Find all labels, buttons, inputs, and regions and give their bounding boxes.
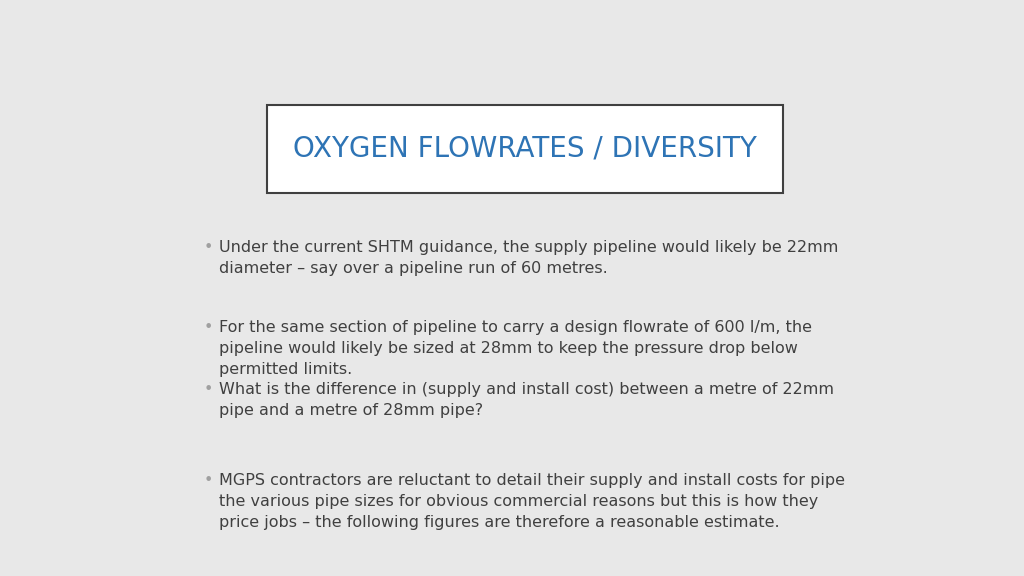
Text: •: • bbox=[204, 382, 213, 397]
FancyBboxPatch shape bbox=[267, 105, 782, 194]
Text: For the same section of pipeline to carry a design flowrate of 600 l/m, the
pipe: For the same section of pipeline to carr… bbox=[219, 320, 812, 377]
Text: •: • bbox=[204, 240, 213, 255]
Text: Under the current SHTM guidance, the supply pipeline would likely be 22mm
diamet: Under the current SHTM guidance, the sup… bbox=[219, 240, 839, 276]
Text: MGPS contractors are reluctant to detail their supply and install costs for pipe: MGPS contractors are reluctant to detail… bbox=[219, 473, 845, 530]
Text: OXYGEN FLOWRATES / DIVERSITY: OXYGEN FLOWRATES / DIVERSITY bbox=[293, 135, 757, 163]
Text: What is the difference in (supply and install cost) between a metre of 22mm
pipe: What is the difference in (supply and in… bbox=[219, 382, 835, 418]
Text: •: • bbox=[204, 320, 213, 335]
Text: •: • bbox=[204, 473, 213, 488]
